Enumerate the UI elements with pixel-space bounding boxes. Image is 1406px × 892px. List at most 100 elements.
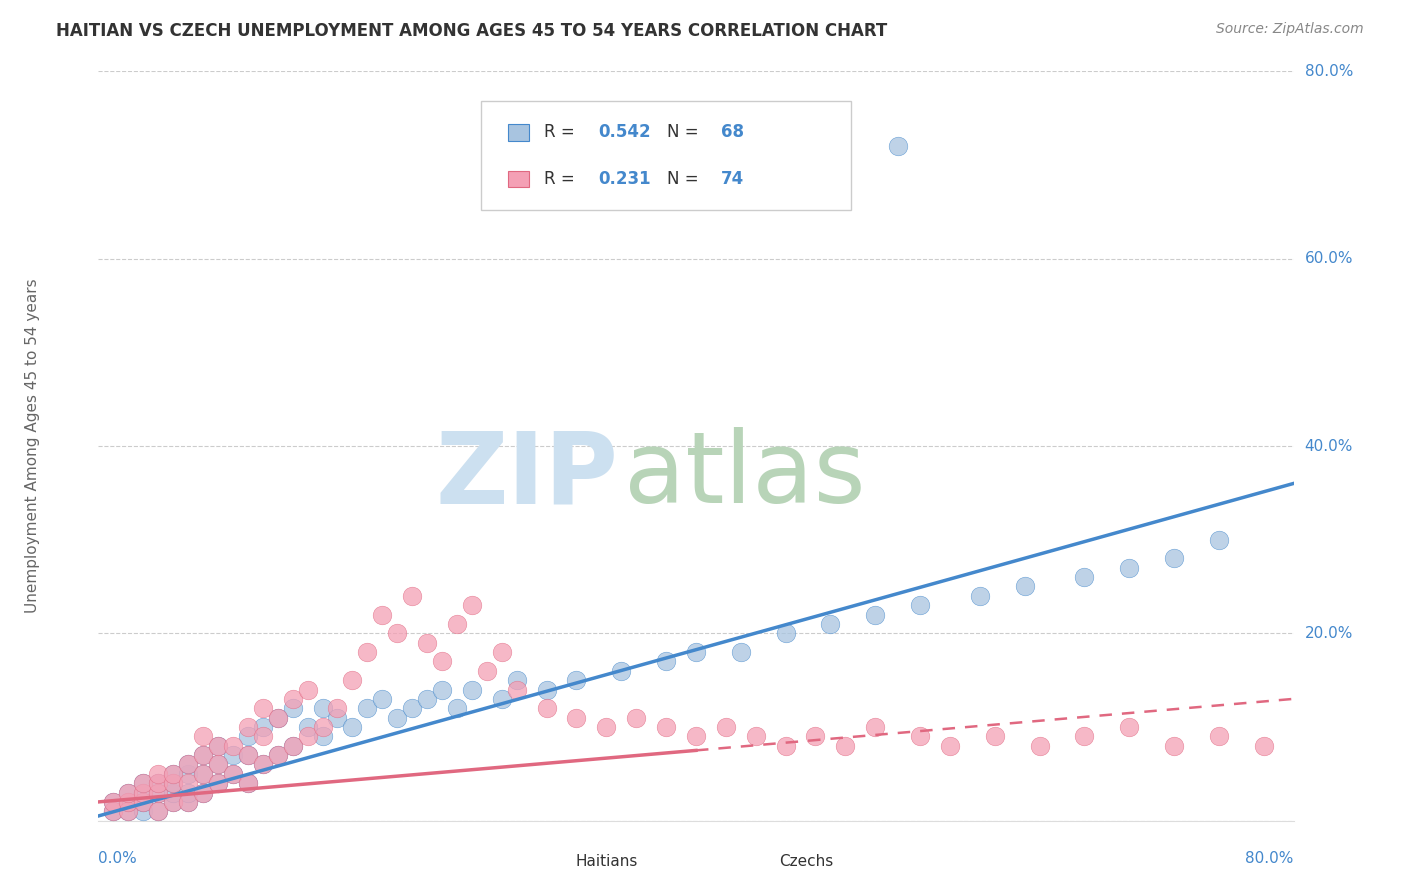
Text: 20.0%: 20.0%	[1305, 626, 1353, 640]
Text: 60.0%: 60.0%	[1305, 252, 1353, 266]
Point	[908, 730, 931, 744]
Point	[311, 730, 333, 744]
Text: HAITIAN VS CZECH UNEMPLOYMENT AMONG AGES 45 TO 54 YEARS CORRELATION CHART: HAITIAN VS CZECH UNEMPLOYMENT AMONG AGES…	[56, 22, 887, 40]
Point	[297, 720, 319, 734]
Point	[1163, 551, 1185, 566]
Point	[311, 701, 333, 715]
Point	[281, 739, 304, 753]
Point	[162, 767, 184, 781]
Point	[565, 673, 588, 688]
Point	[356, 701, 378, 715]
Point	[117, 786, 139, 800]
Point	[342, 720, 364, 734]
Point	[267, 747, 290, 762]
Point	[207, 776, 229, 790]
Point	[252, 757, 274, 772]
Point	[148, 805, 170, 819]
Point	[207, 757, 229, 772]
Point	[162, 786, 184, 800]
FancyBboxPatch shape	[756, 855, 773, 869]
Point	[461, 682, 484, 697]
Text: Source: ZipAtlas.com: Source: ZipAtlas.com	[1216, 22, 1364, 37]
Point	[148, 786, 170, 800]
Point	[908, 599, 931, 613]
Point	[714, 720, 737, 734]
Point	[775, 626, 797, 640]
Point	[177, 767, 200, 781]
Point	[655, 655, 678, 669]
Point	[148, 776, 170, 790]
Point	[1073, 730, 1095, 744]
Point	[222, 747, 245, 762]
FancyBboxPatch shape	[509, 170, 530, 187]
Point	[162, 795, 184, 809]
Text: N =: N =	[666, 169, 703, 188]
Point	[745, 730, 768, 744]
Point	[252, 730, 274, 744]
Point	[252, 701, 274, 715]
Point	[326, 701, 349, 715]
Point	[820, 617, 842, 632]
Point	[222, 767, 245, 781]
Point	[430, 655, 453, 669]
Text: 68: 68	[721, 123, 744, 142]
Point	[804, 730, 827, 744]
Point	[207, 739, 229, 753]
Point	[1118, 720, 1140, 734]
Point	[117, 805, 139, 819]
Point	[207, 739, 229, 753]
Point	[984, 730, 1007, 744]
Point	[685, 730, 707, 744]
Point	[865, 720, 887, 734]
Text: N =: N =	[666, 123, 703, 142]
Point	[132, 795, 155, 809]
Point	[446, 701, 468, 715]
Point	[416, 692, 439, 706]
Point	[356, 645, 378, 659]
Point	[886, 139, 908, 153]
Point	[281, 701, 304, 715]
Point	[267, 710, 290, 724]
Point	[281, 739, 304, 753]
Point	[177, 786, 200, 800]
Point	[834, 739, 856, 753]
Point	[461, 599, 484, 613]
Point	[1073, 570, 1095, 584]
Point	[191, 786, 214, 800]
Point	[191, 747, 214, 762]
Point	[191, 767, 214, 781]
FancyBboxPatch shape	[481, 102, 852, 210]
Point	[191, 767, 214, 781]
Point	[236, 776, 259, 790]
Point	[626, 710, 648, 724]
Point	[132, 786, 155, 800]
Point	[148, 767, 170, 781]
Point	[969, 589, 991, 603]
Point	[236, 747, 259, 762]
Point	[236, 730, 259, 744]
Text: R =: R =	[544, 169, 579, 188]
Point	[1208, 533, 1230, 547]
Point	[730, 645, 752, 659]
Point	[775, 739, 797, 753]
Point	[117, 786, 139, 800]
Point	[401, 589, 423, 603]
Point	[311, 720, 333, 734]
Point	[103, 805, 125, 819]
Point	[177, 757, 200, 772]
Point	[491, 692, 513, 706]
Point	[536, 701, 558, 715]
Point	[655, 720, 678, 734]
Text: 80.0%: 80.0%	[1305, 64, 1353, 78]
Point	[610, 664, 633, 678]
Point	[207, 757, 229, 772]
Text: Haitians: Haitians	[575, 855, 638, 870]
Point	[222, 767, 245, 781]
Point	[162, 795, 184, 809]
Point	[865, 607, 887, 622]
Point	[475, 664, 498, 678]
Point	[297, 682, 319, 697]
Point	[401, 701, 423, 715]
Point	[148, 786, 170, 800]
Point	[371, 692, 394, 706]
